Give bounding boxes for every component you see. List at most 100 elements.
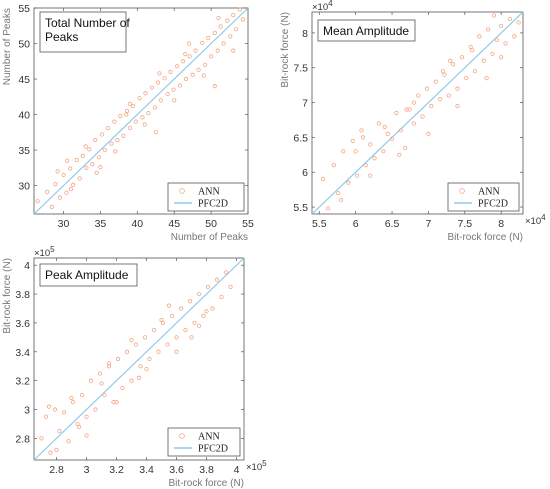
y-tick-label: 6: [302, 167, 308, 179]
x-tick-label: 4: [234, 464, 240, 476]
data-point: [221, 41, 226, 46]
data-point: [355, 173, 360, 178]
data-point: [87, 147, 92, 152]
data-point: [39, 436, 44, 441]
data-point: [448, 58, 453, 63]
data-point: [64, 190, 69, 195]
data-point: [325, 206, 331, 211]
chart-title: Total Number of: [45, 16, 130, 30]
data-point: [215, 48, 220, 53]
data-point: [499, 55, 504, 60]
data-point: [234, 27, 239, 32]
data-point: [190, 72, 195, 77]
data-point: [180, 59, 186, 64]
data-point: [214, 277, 220, 282]
chart-title: Peaks: [45, 30, 78, 44]
data-point: [499, 23, 504, 29]
data-point: [54, 447, 59, 452]
reference-line: [33, 257, 245, 461]
data-point: [45, 189, 50, 195]
data-point: [346, 180, 351, 185]
data-point: [376, 121, 382, 126]
y-tick-label: 30: [18, 181, 30, 193]
data-point: [80, 153, 85, 158]
data-point: [404, 107, 409, 112]
data-point: [187, 54, 192, 59]
data-point: [212, 84, 217, 89]
data-point: [216, 15, 221, 21]
data-point: [114, 400, 119, 405]
data-point: [228, 34, 233, 39]
data-point: [147, 356, 152, 362]
data-point: [175, 64, 180, 69]
data-point: [124, 108, 130, 114]
data-point: [196, 67, 201, 72]
y-tick-label: 40: [18, 110, 30, 122]
data-point: [166, 303, 172, 308]
data-point: [210, 306, 215, 311]
chart-mean: 5.5 6 6.5 7 7.5 85.566.577.58×104×104Bit-rock…: [280, 0, 546, 243]
data-point: [137, 96, 142, 101]
data-point: [61, 172, 66, 178]
data-point: [74, 157, 79, 163]
data-point: [157, 71, 162, 76]
data-point: [99, 381, 104, 386]
chart-peaks: 30 35 40 45 50 55 30 35 40 45 50 55 Number of Peaks N…: [2, 3, 254, 243]
data-point: [115, 356, 121, 362]
chart-title: Peak Amplitude: [45, 268, 129, 282]
data-point: [360, 135, 366, 140]
data-point: [46, 404, 52, 409]
data-point: [455, 103, 460, 109]
data-point: [158, 98, 164, 103]
data-point: [183, 76, 189, 82]
legend-label-pfc2d: PFC2D: [478, 199, 508, 210]
legend-label-ann: ANN: [478, 187, 500, 198]
data-point: [174, 335, 179, 340]
x-tick-label: 3.2: [109, 464, 124, 476]
data-point: [206, 35, 211, 40]
data-point: [70, 400, 76, 405]
legend-label-ann: ANN: [198, 187, 220, 198]
legend-label-pfc2d: PFC2D: [198, 444, 228, 455]
data-point: [155, 80, 161, 85]
data-point: [433, 79, 438, 84]
data-point: [231, 48, 236, 53]
data-point: [320, 177, 326, 182]
data-point: [174, 349, 179, 354]
data-point: [65, 158, 70, 163]
plot-frame: [311, 11, 524, 215]
data-point: [178, 306, 184, 311]
y-tick-label: 8: [302, 28, 308, 40]
data-point: [152, 105, 158, 110]
x-exponent-label: ×104: [525, 213, 546, 227]
x-tick-label: 6.5: [385, 218, 400, 230]
y-tick-label: 4: [24, 260, 30, 272]
data-point: [112, 119, 117, 124]
data-point: [106, 361, 112, 366]
data-point: [35, 199, 40, 204]
data-point: [140, 115, 145, 120]
x-tick-label: 3.8: [199, 464, 214, 476]
data-point: [464, 76, 469, 81]
data-point: [48, 450, 53, 455]
data-point: [153, 130, 158, 135]
data-point: [149, 85, 155, 90]
y-tick-label: 6.5: [293, 132, 308, 144]
data-point: [196, 291, 202, 297]
data-point: [171, 87, 176, 92]
data-point: [151, 328, 157, 333]
data-point: [187, 299, 193, 304]
data-point: [121, 133, 126, 138]
data-point: [120, 385, 125, 390]
data-point: [129, 378, 134, 383]
data-point: [209, 54, 214, 59]
data-point: [424, 86, 430, 91]
data-point: [363, 163, 368, 168]
data-point: [142, 335, 148, 340]
data-point: [350, 138, 355, 143]
y-tick-label: 7.5: [293, 63, 308, 75]
title-box: [317, 19, 416, 42]
data-point: [143, 91, 148, 96]
title-box: [39, 11, 127, 53]
data-point: [61, 410, 67, 415]
